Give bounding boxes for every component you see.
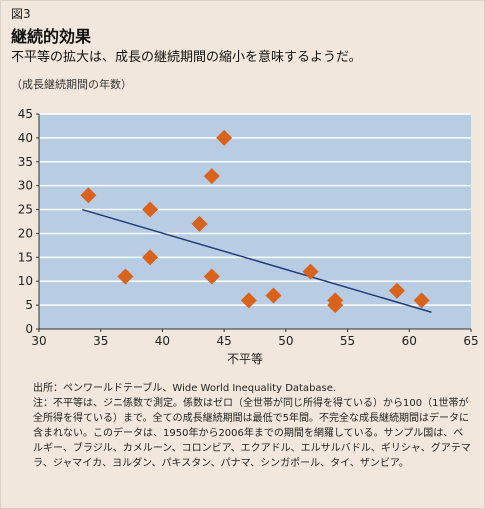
- y-tick-label: 35: [18, 155, 33, 169]
- x-tick-label: 50: [278, 334, 293, 348]
- y-tick-label: 0: [25, 322, 33, 336]
- data-point: [203, 168, 220, 185]
- data-point: [80, 187, 97, 204]
- source-note: 出所：ペンワールドテーブル、Wide World Inequality Data…: [33, 383, 337, 394]
- trend-line: [81, 208, 432, 313]
- y-unit-note: （成長継続期間の年数）: [11, 78, 132, 91]
- x-tick-label: 30: [31, 334, 46, 348]
- scatter-chart: 0 5 10 15 20 25 30 35 40 45 30 35 40 45 50 55 60 65 不平等: [18, 107, 479, 366]
- x-axis-label: 不平等: [227, 352, 263, 366]
- data-point: [216, 129, 233, 146]
- x-tick-label: 60: [402, 334, 417, 348]
- y-tick-label: 40: [18, 131, 33, 145]
- data-point: [265, 287, 282, 304]
- x-tick-label: 35: [93, 334, 108, 348]
- y-tick-label: 30: [18, 179, 33, 193]
- x-tick-label: 55: [340, 334, 355, 348]
- y-tick-label: 15: [18, 250, 33, 264]
- data-point: [388, 282, 405, 299]
- y-tick-label: 20: [18, 226, 33, 240]
- notes-block: 出所：ペンワールドテーブル、Wide World Inequality Data…: [33, 381, 473, 471]
- data-point: [203, 268, 220, 285]
- data-point: [142, 201, 159, 218]
- figure-title: 継続的効果: [11, 27, 92, 46]
- data-point: [240, 292, 257, 309]
- x-tick-label: 40: [155, 334, 170, 348]
- y-tick-label: 25: [18, 203, 33, 217]
- explanatory-note: 注：不平等は、ジニ係数で測定。係数はゼロ（全世帯が同じ所得を得ている）から100…: [33, 398, 471, 469]
- y-tick-label: 45: [18, 107, 33, 121]
- figure-subtitle: 不平等の拡大は、成長の継続期間の縮小を意味するようだ。: [11, 50, 362, 65]
- y-tick-label: 10: [18, 274, 33, 288]
- plot-area: [39, 114, 471, 329]
- x-tick-label: 45: [217, 334, 232, 348]
- data-point: [142, 249, 159, 266]
- data-point: [327, 297, 344, 314]
- data-point: [413, 292, 430, 309]
- data-point: [191, 215, 208, 232]
- figure-label: 図3: [11, 7, 31, 21]
- data-point: [117, 268, 134, 285]
- data-point: [302, 263, 319, 280]
- x-tick-label: 65: [463, 334, 478, 348]
- y-tick-label: 5: [25, 298, 33, 312]
